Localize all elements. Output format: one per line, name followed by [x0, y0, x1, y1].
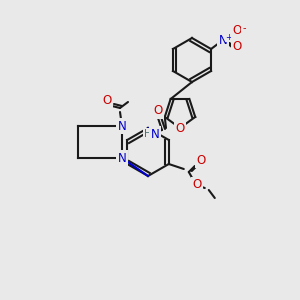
- Text: +: +: [226, 32, 232, 41]
- Text: H: H: [144, 129, 152, 139]
- Text: O: O: [153, 104, 163, 118]
- Text: O: O: [232, 40, 242, 53]
- Text: O: O: [192, 178, 201, 191]
- Text: N: N: [219, 34, 227, 47]
- Text: O: O: [102, 94, 112, 106]
- Text: O: O: [196, 154, 206, 166]
- Text: N: N: [151, 128, 159, 140]
- Text: -: -: [242, 23, 246, 33]
- Text: O: O: [176, 122, 184, 134]
- Text: O: O: [232, 25, 242, 38]
- Text: N: N: [118, 152, 126, 164]
- Text: N: N: [118, 119, 126, 133]
